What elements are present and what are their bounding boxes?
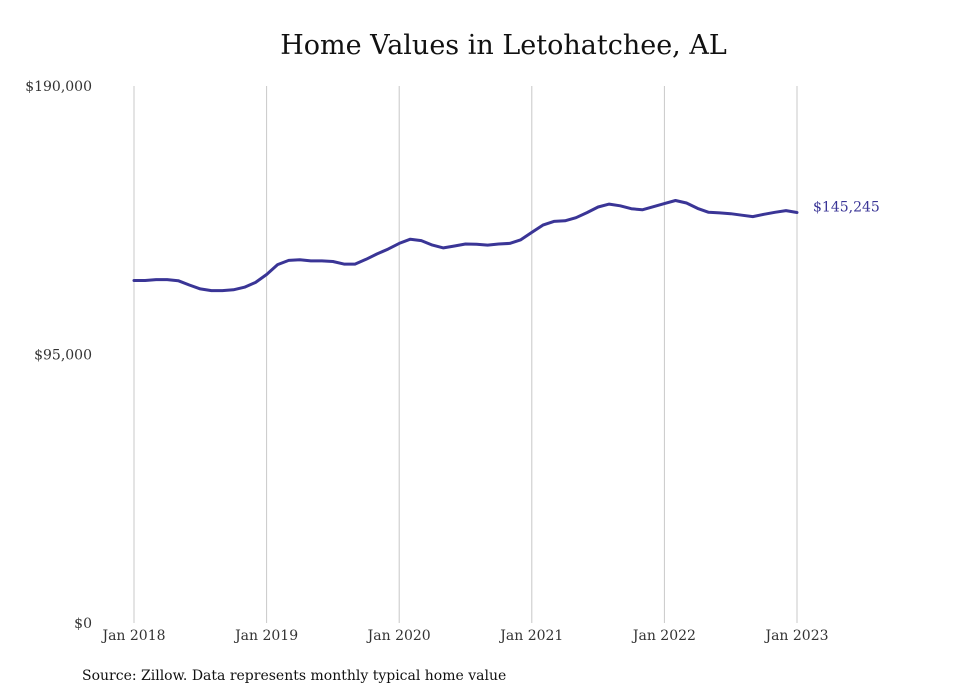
y-tick-label: $190,000	[25, 79, 92, 95]
x-tick-label: Jan 2018	[100, 628, 165, 644]
y-tick-label: $0	[74, 616, 92, 632]
chart-title: Home Values in Letohatchee, AL	[280, 30, 727, 61]
x-axis-ticks: Jan 2018 Jan 2019 Jan 2020 Jan 2021 Jan 2022…	[100, 628, 828, 644]
source-note: Source: Zillow. Data represents monthly …	[82, 668, 507, 684]
x-tick-label: Jan 2021	[498, 628, 563, 644]
y-tick-label: $95,000	[34, 348, 92, 364]
x-tick-label: Jan 2022	[631, 628, 696, 644]
x-tick-label: Jan 2023	[763, 628, 828, 644]
series-line	[132, 199, 799, 293]
gridlines	[133, 86, 798, 623]
x-tick-label: Jan 2020	[366, 628, 431, 644]
x-tick-label: Jan 2019	[233, 628, 298, 644]
y-axis-ticks: $0 $95,000 $190,000	[25, 79, 92, 632]
end-value-label: $145,245	[813, 199, 880, 215]
